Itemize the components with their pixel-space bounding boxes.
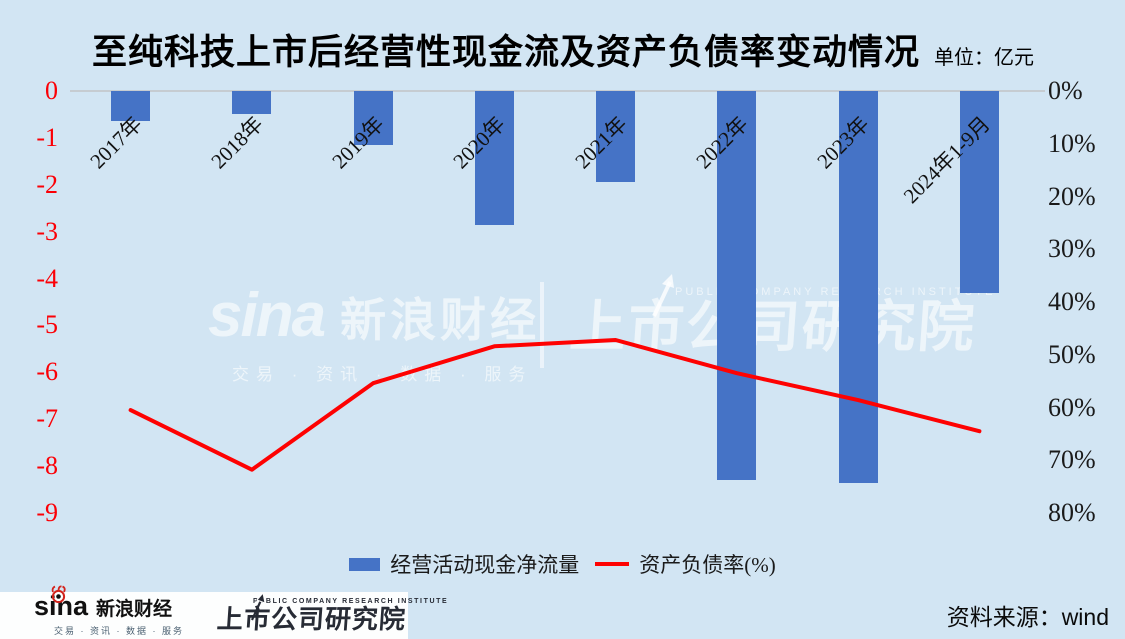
- sina-logo: sina 新浪财经 交易 · 资讯 · 数据 · 服务: [34, 585, 184, 637]
- right-axis-tick: 30%: [1048, 234, 1096, 264]
- right-axis-tick: 70%: [1048, 445, 1096, 475]
- right-axis-tick: 60%: [1048, 392, 1096, 422]
- institute-logo: PUBLIC COMPANY RESEARCH INSTITUTE 上市公司研究…: [215, 591, 449, 634]
- bar-2021年: [596, 91, 636, 183]
- category-slot: 2022年: [676, 91, 797, 513]
- legend-bar-swatch: [349, 557, 381, 571]
- category-slot: 2023年: [798, 91, 919, 513]
- category-slot: 2020年: [434, 91, 555, 513]
- watermark-trend-arrow-icon: [652, 274, 674, 317]
- left-axis-tick: 0: [45, 76, 58, 105]
- bar-2017年: [111, 91, 151, 122]
- bar-2024年1-9月: [959, 91, 999, 293]
- trend-arrow-icon: [249, 591, 266, 621]
- left-axis-tick: -6: [36, 357, 58, 387]
- right-axis-tick: 0%: [1048, 76, 1083, 105]
- watermark-sina-tagline: 交易 · 资讯 · 数据 · 服务: [232, 365, 533, 384]
- title-row: 至纯科技上市后经营性现金流及资产负债率变动情况 单位：亿元: [92, 24, 1034, 75]
- legend-line-swatch: [595, 562, 630, 566]
- unit-label: 单位：亿元: [934, 47, 1035, 69]
- left-axis-tick: -7: [36, 404, 58, 434]
- footer-logo-panel: [0, 592, 408, 639]
- sina-eye-icon: [51, 585, 66, 603]
- right-axis-tick: 20%: [1048, 181, 1096, 211]
- left-axis-tick: -3: [36, 216, 58, 246]
- category-slot: 2024年1-9月: [899, 91, 1040, 513]
- left-axis-tick: -8: [36, 451, 58, 481]
- right-axis-tick: 50%: [1048, 339, 1096, 369]
- category-slot: 2017年: [70, 91, 191, 513]
- sina-tagline: 交易 · 资讯 · 数据 · 服务: [54, 625, 184, 636]
- bar-2020年: [474, 91, 514, 225]
- sina-brand-cn: 新浪财经: [96, 598, 173, 620]
- left-axis-tick: -5: [36, 310, 58, 340]
- left-axis-tick: -1: [36, 122, 58, 152]
- watermark-sina-brand: sina: [208, 281, 326, 350]
- left-axis-tick: -4: [36, 263, 58, 293]
- bar-2018年: [232, 91, 272, 115]
- institute-title: 上市公司研究院: [215, 603, 408, 634]
- watermark-sina-brand-cn: 新浪财经: [340, 294, 541, 346]
- bar-2023年: [838, 91, 878, 483]
- legend-item-bar: 经营活动现金净流量: [349, 549, 579, 579]
- data-source: 资料来源：wind: [946, 604, 1109, 630]
- legend: 经营活动现金净流量 资产负债率(%): [0, 549, 1125, 579]
- right-axis-tick: 40%: [1048, 287, 1096, 316]
- category-slot: 2019年: [313, 91, 434, 513]
- left-axis-tick: -9: [36, 498, 58, 527]
- right-axis-tick: 80%: [1048, 498, 1096, 527]
- left-axis-tick: -2: [36, 169, 58, 199]
- chart-title: 至纯科技上市后经营性现金流及资产负债率变动情况: [92, 33, 921, 72]
- legend-item-line: 资产负债率(%): [595, 549, 776, 579]
- footer: sina 新浪财经 交易 · 资讯 · 数据 · 服务 PUBLIC COMPA…: [0, 585, 1125, 639]
- zero-gridline: [70, 90, 1045, 92]
- watermark-sina: sina 新浪财经 交易 · 资讯 · 数据 · 服务: [208, 284, 540, 385]
- right-axis-tick: 10%: [1048, 128, 1096, 158]
- category-slot: 2021年: [555, 91, 676, 513]
- legend-bar-label: 经营活动现金净流量: [390, 553, 580, 577]
- plot-area: 2017年 2018年 2019年 2020年 2021年 2022年 2023年 2024年…: [70, 90, 1045, 513]
- sina-brand: sina: [34, 590, 89, 621]
- legend-line-label: 资产负债率(%): [639, 553, 776, 577]
- bar-2019年: [353, 91, 393, 145]
- category-slot: 2018年: [191, 91, 312, 513]
- debt-ratio-line: [128, 338, 982, 472]
- bar-2022年: [717, 91, 757, 481]
- watermark-divider: [540, 282, 544, 368]
- institute-subtitle: PUBLIC COMPANY RESEARCH INSTITUTE: [253, 597, 449, 605]
